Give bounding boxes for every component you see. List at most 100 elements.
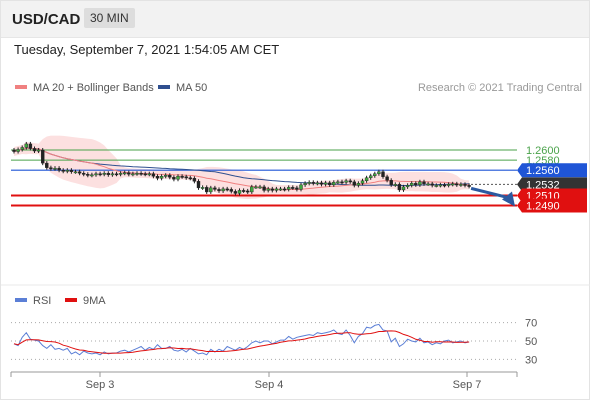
candle-body (446, 184, 451, 186)
candle-body (192, 178, 197, 182)
rsi-level-label: 50 (525, 336, 537, 348)
candle-body (410, 183, 414, 186)
candle-body (229, 189, 234, 192)
research-credit: Research © 2021 Trading Central (418, 82, 582, 94)
candle-body (98, 173, 102, 176)
rsi-ma-legend-swatch (65, 298, 77, 302)
candle-body (467, 185, 471, 187)
ma20-legend-label: MA 20 + Bollinger Bands (33, 82, 154, 94)
price-label-support: 1.2490 (517, 198, 587, 213)
candle-body (180, 176, 184, 178)
forecast-arrow-shaft (470, 186, 509, 200)
candle-body (291, 187, 295, 189)
candle-body (282, 188, 287, 191)
candle-body (159, 176, 164, 179)
price-label-pivot: 1.2560 (517, 163, 587, 178)
candle-body (381, 171, 385, 177)
candle-body (250, 186, 254, 193)
candle-body (356, 183, 361, 186)
chart-header: USD/CAD 30 MIN (1, 1, 589, 38)
candle-body (28, 143, 33, 149)
price-label-current: 1.2532 (517, 177, 587, 192)
candle-body (196, 181, 201, 189)
candle-body (328, 182, 332, 186)
candle-body (61, 169, 65, 172)
candle-body (57, 167, 61, 171)
candle-body (373, 173, 377, 176)
candle-body (336, 181, 340, 184)
candle-body (377, 171, 381, 174)
candle-body (172, 177, 176, 180)
candle-body (295, 187, 299, 190)
rsi-legend-swatch (15, 298, 27, 302)
candle-body (455, 183, 459, 186)
timeframe-button[interactable]: 30 MIN (84, 8, 135, 28)
candle-body (274, 188, 279, 191)
candle-body (204, 187, 209, 193)
candle-body (463, 184, 467, 186)
candle-body (405, 185, 410, 188)
candle-body (127, 172, 131, 175)
candle-body (245, 190, 250, 193)
rsi-indicator: 70 50 30 (11, 318, 537, 366)
price-label-text: 1.2600 (526, 145, 560, 157)
candle-body (434, 185, 438, 187)
candle-body (459, 184, 463, 186)
candle-body (332, 182, 336, 186)
price-label-box (517, 177, 587, 192)
price-label-text: 1.2532 (526, 179, 560, 191)
candle-body (258, 186, 262, 189)
candle-body (77, 171, 82, 174)
candle-body (323, 182, 328, 185)
ma20-legend-swatch (15, 85, 27, 89)
candle-body (90, 174, 94, 177)
chart-datetime: Tuesday, September 7, 2021 1:54:05 AM CE… (14, 42, 280, 57)
price-label-box (517, 163, 587, 178)
candle-body (348, 180, 352, 183)
candle-body (217, 189, 221, 192)
candle-body (397, 184, 402, 191)
candle-body (352, 181, 356, 186)
rsi-line (13, 323, 470, 356)
rsi-ma-legend-label: 9MA (83, 295, 106, 307)
candle-body (81, 173, 86, 175)
forecast-arrow (470, 186, 515, 207)
candle-body (163, 175, 168, 177)
candlesticks (12, 141, 471, 196)
candle-body (393, 184, 397, 186)
candle-body (114, 173, 119, 176)
rsi-level-label: 30 (525, 354, 537, 366)
candle-body (143, 173, 147, 176)
ma20-line (13, 147, 470, 191)
candle-body (225, 188, 229, 191)
price-label-text: 1.2490 (526, 201, 560, 213)
candle-body (442, 184, 447, 187)
candle-body (221, 188, 225, 192)
x-axis: Sep 3 Sep 4 Sep 7 (10, 372, 518, 391)
candle-body (233, 191, 238, 194)
candle-body (254, 186, 258, 189)
candle-body (266, 188, 270, 191)
candle-body (401, 186, 406, 191)
candle-body (340, 181, 344, 184)
candle-body (299, 184, 303, 190)
candle-body (262, 186, 266, 191)
candle-body (213, 187, 217, 190)
candle-body (110, 173, 115, 176)
candle-body (315, 182, 320, 185)
forecast-arrow-head (502, 191, 515, 207)
candle-body (344, 180, 348, 183)
price-label-target: 1.2600 (526, 145, 560, 157)
candle-body (209, 187, 213, 193)
x-axis-label: Sep 3 (86, 379, 115, 391)
candle-body (139, 173, 143, 175)
candle-body (430, 183, 434, 186)
candle-body (184, 176, 188, 179)
price-label-box (517, 198, 587, 213)
rsi-legend-label: RSI (33, 295, 51, 307)
candle-body (360, 180, 365, 184)
candle-body (49, 167, 53, 170)
